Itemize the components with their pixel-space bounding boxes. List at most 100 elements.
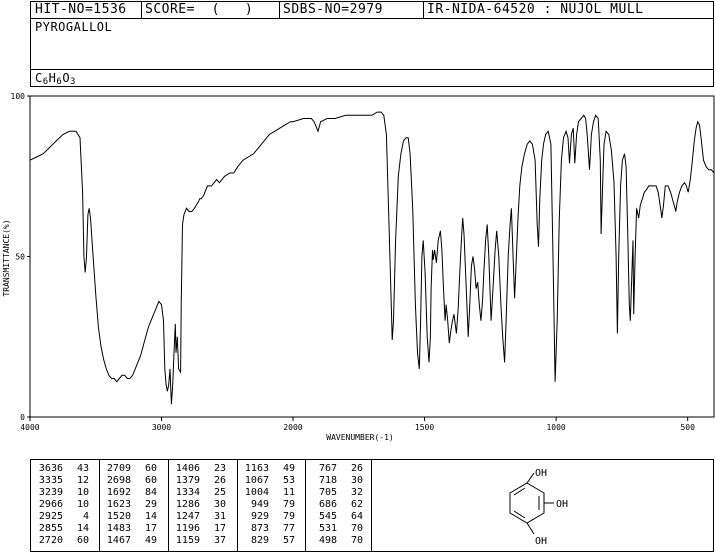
peak-wavenumber: 3239 [38, 487, 63, 498]
peak-wavenumber: 3335 [38, 475, 63, 486]
peak-wavenumber: 545 [318, 511, 337, 522]
hit-no: HIT-NO=1536 [35, 2, 127, 17]
x-tick-label: 500 [680, 423, 695, 432]
peak-wavenumber: 2925 [38, 511, 63, 522]
peak-transmittance: 49 [144, 535, 157, 546]
y-tick-label: 50 [15, 253, 25, 262]
formula-subscript: 3 [70, 77, 76, 87]
peak-wavenumber: 2720 [38, 535, 63, 546]
ir-nida: IR-NIDA-64520 : NUJOL MULL [427, 2, 644, 17]
peak-transmittance: 37 [213, 535, 226, 546]
peak-transmittance: 12 [76, 475, 89, 486]
peak-wavenumber: 1159 [175, 535, 200, 546]
peak-transmittance: 23 [213, 463, 226, 474]
peak-wavenumber: 1334 [175, 487, 200, 498]
peak-wavenumber: 1520 [106, 511, 131, 522]
peak-transmittance: 11 [282, 487, 295, 498]
peak-wavenumber: 705 [318, 487, 337, 498]
peak-transmittance: 49 [282, 463, 295, 474]
peak-transmittance: 10 [76, 499, 89, 510]
peak-wavenumber: 1163 [244, 463, 269, 474]
compound-box: PYROGALLOL C6H6O3 [30, 18, 714, 87]
formula-divider [31, 69, 713, 70]
peak-wavenumber: 718 [318, 475, 337, 486]
peak-wavenumber: 829 [250, 535, 269, 546]
peak-transmittance: 64 [350, 511, 363, 522]
y-tick-label: 0 [20, 413, 25, 422]
peak-table: 3636 43 3335 12 3239 10 2966 10 2925 4 2855 14 2720 6… [30, 459, 372, 552]
peak-wavenumber: 1286 [175, 499, 200, 510]
peak-transmittance: 17 [144, 523, 157, 534]
peak-transmittance: 17 [213, 523, 226, 534]
axis-ticks: 4000 3000 2000 1500 1000 500 0 50 100 [11, 92, 696, 432]
formula-subscript: 6 [56, 77, 63, 87]
peak-column-divider [99, 460, 100, 551]
peak-wavenumber: 1004 [244, 487, 269, 498]
peak-transmittance: 43 [76, 463, 89, 474]
peak-wavenumber: 686 [318, 499, 337, 510]
x-tick-label: 1500 [415, 423, 434, 432]
pyrogallol-structure: OH OH OH [509, 468, 568, 547]
formula-element: H [48, 71, 57, 85]
peak-wavenumber: 1067 [244, 475, 269, 486]
peak-transmittance: 57 [282, 535, 295, 546]
peak-transmittance: 14 [76, 523, 89, 534]
peak-wavenumber: 767 [318, 463, 337, 474]
x-tick-label: 4000 [20, 423, 39, 432]
peak-transmittance: 26 [213, 475, 226, 486]
peak-transmittance: 26 [350, 463, 363, 474]
compound-name: PYROGALLOL [35, 20, 113, 34]
peak-transmittance: 4 [82, 511, 89, 522]
peak-transmittance: 60 [76, 535, 89, 546]
peak-wavenumber: 1406 [175, 463, 200, 474]
peak-transmittance: 25 [213, 487, 226, 498]
peak-wavenumber: 2966 [38, 499, 63, 510]
peak-transmittance: 62 [350, 499, 363, 510]
x-tick-label: 3000 [152, 423, 171, 432]
transmittance-trace [29, 111, 715, 405]
formula-subscript: 6 [42, 77, 49, 87]
peak-transmittance: 10 [76, 487, 89, 498]
peak-transmittance: 31 [213, 511, 226, 522]
peak-wavenumber: 498 [318, 535, 337, 546]
peak-transmittance: 29 [144, 499, 157, 510]
peak-transmittance: 70 [350, 523, 363, 534]
structure-box: OH OH OH [371, 459, 714, 552]
peak-wavenumber: 1467 [106, 535, 131, 546]
peak-transmittance: 14 [144, 511, 157, 522]
peak-wavenumber: 2698 [106, 475, 131, 486]
hydroxyl-label-middle: OH [556, 499, 568, 510]
molecular-formula: C6H6O3 [35, 71, 76, 87]
peak-wavenumber: 1483 [106, 523, 131, 534]
peak-wavenumber: 1692 [106, 487, 131, 498]
formula-element: C [35, 71, 43, 85]
formula-element: O [62, 71, 71, 85]
x-tick-label: 1000 [546, 423, 565, 432]
peak-wavenumber: 2855 [38, 523, 63, 534]
header-divider [141, 2, 142, 18]
peak-wavenumber: 1623 [106, 499, 131, 510]
peak-wavenumber: 1379 [175, 475, 200, 486]
peak-column-divider [168, 460, 169, 551]
peak-transmittance: 30 [213, 499, 226, 510]
peak-transmittance: 60 [144, 475, 157, 486]
peak-wavenumber: 929 [250, 511, 269, 522]
peak-wavenumber: 1247 [175, 511, 200, 522]
peak-transmittance: 32 [350, 487, 363, 498]
peak-transmittance: 79 [282, 511, 295, 522]
peak-wavenumber: 2709 [106, 463, 131, 474]
peak-transmittance: 79 [282, 499, 295, 510]
peak-column-divider [305, 460, 306, 551]
peak-transmittance: 53 [282, 475, 295, 486]
sdbs-no: SDBS-NO=2979 [283, 2, 383, 17]
peak-transmittance: 60 [144, 463, 157, 474]
plot-frame [29, 95, 715, 418]
peak-wavenumber: 949 [250, 499, 269, 510]
header-divider [423, 2, 424, 18]
peak-transmittance: 30 [350, 475, 363, 486]
x-axis-label: WAVENUMBER(-1) [326, 433, 393, 442]
y-axis-label: TRANSMITTANCE(%) [2, 219, 11, 296]
peak-transmittance: 84 [144, 487, 157, 498]
ir-spectrum-chart: 4000 3000 2000 1500 1000 500 0 50 100 WAVENUMBER… [2, 92, 715, 442]
peak-wavenumber: 3636 [38, 463, 63, 474]
